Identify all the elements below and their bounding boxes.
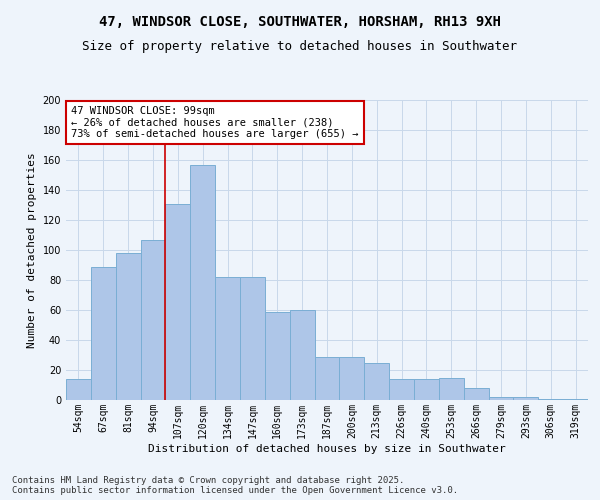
Bar <box>240 277 265 400</box>
Text: Size of property relative to detached houses in Southwater: Size of property relative to detached ho… <box>83 40 517 53</box>
Bar <box>488 397 514 400</box>
Bar <box>190 164 215 400</box>
Y-axis label: Number of detached properties: Number of detached properties <box>27 152 37 348</box>
Text: 47, WINDSOR CLOSE, SOUTHWATER, HORSHAM, RH13 9XH: 47, WINDSOR CLOSE, SOUTHWATER, HORSHAM, … <box>99 15 501 29</box>
Bar <box>414 379 439 400</box>
Bar <box>389 379 414 400</box>
Bar <box>439 378 464 400</box>
Bar <box>66 379 91 400</box>
Text: 47 WINDSOR CLOSE: 99sqm
← 26% of detached houses are smaller (238)
73% of semi-d: 47 WINDSOR CLOSE: 99sqm ← 26% of detache… <box>71 106 359 139</box>
Bar <box>340 356 364 400</box>
Text: Contains HM Land Registry data © Crown copyright and database right 2025.
Contai: Contains HM Land Registry data © Crown c… <box>12 476 458 495</box>
Bar <box>265 312 290 400</box>
Bar <box>215 277 240 400</box>
Bar <box>514 397 538 400</box>
Bar <box>116 253 140 400</box>
Bar <box>464 388 488 400</box>
Bar <box>563 398 588 400</box>
X-axis label: Distribution of detached houses by size in Southwater: Distribution of detached houses by size … <box>148 444 506 454</box>
Bar <box>166 204 190 400</box>
Bar <box>140 240 166 400</box>
Bar <box>364 362 389 400</box>
Bar <box>538 398 563 400</box>
Bar <box>91 266 116 400</box>
Bar <box>290 310 314 400</box>
Bar <box>314 356 340 400</box>
